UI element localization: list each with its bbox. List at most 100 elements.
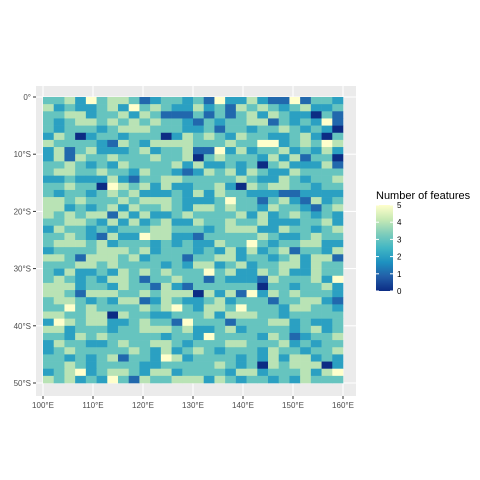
heatmap-cell xyxy=(225,132,237,141)
heatmap-cell xyxy=(64,168,76,176)
heatmap-cell xyxy=(214,225,226,234)
heatmap-cell xyxy=(289,218,301,226)
heatmap-cell xyxy=(246,218,258,226)
heatmap-cell xyxy=(171,240,183,248)
heatmap-cell xyxy=(300,104,312,112)
heatmap-cell xyxy=(310,368,322,377)
heatmap-cell xyxy=(193,225,205,234)
heatmap-cell xyxy=(160,154,172,162)
y-tick-label: 30°S xyxy=(14,265,31,274)
heatmap-cell xyxy=(214,139,226,148)
heatmap-cell xyxy=(268,218,280,226)
heatmap-cell xyxy=(53,261,65,269)
heatmap-cell xyxy=(182,154,194,162)
heatmap-cell xyxy=(85,254,97,262)
heatmap-cell xyxy=(75,254,87,262)
heatmap-cell xyxy=(268,197,280,205)
heatmap-cell xyxy=(64,154,76,162)
heatmap-cell xyxy=(139,211,151,219)
heatmap-cell xyxy=(225,261,237,269)
heatmap-cell xyxy=(85,240,97,248)
heatmap-cell xyxy=(235,154,247,162)
heatmap-cell xyxy=(332,147,344,155)
heatmap-cell xyxy=(310,354,322,362)
heatmap-cell xyxy=(332,125,344,134)
heatmap-cell xyxy=(225,318,237,327)
heatmap-cell xyxy=(193,268,205,277)
heatmap-cell xyxy=(182,375,194,384)
heatmap-cell xyxy=(193,125,205,134)
heatmap-cell xyxy=(118,240,130,248)
heatmap-cell xyxy=(203,325,215,334)
heatmap-cell xyxy=(64,268,76,277)
legend-tick-label: 0 xyxy=(397,287,402,296)
heatmap-cell xyxy=(278,132,290,141)
heatmap-cell xyxy=(64,240,76,248)
heatmap-cell xyxy=(182,368,194,377)
heatmap-cell xyxy=(182,297,194,305)
heatmap-cell xyxy=(310,340,322,348)
heatmap-cell xyxy=(150,268,162,277)
heatmap-cell xyxy=(53,118,65,126)
heatmap-cell xyxy=(193,254,205,262)
heatmap-cell xyxy=(85,261,97,269)
heatmap-cell xyxy=(332,111,344,119)
heatmap-cell xyxy=(64,111,76,119)
heatmap-cell xyxy=(64,354,76,362)
heatmap-cell xyxy=(150,118,162,126)
heatmap-cell xyxy=(53,247,65,255)
heatmap-cell xyxy=(300,189,312,198)
heatmap-cell xyxy=(214,211,226,219)
heatmap-cell xyxy=(214,375,226,384)
heatmap-cell xyxy=(128,254,140,262)
heatmap-cell xyxy=(268,189,280,198)
heatmap-cell xyxy=(203,132,215,141)
heatmap-cell xyxy=(128,161,140,169)
heatmap-cell xyxy=(300,282,312,291)
heatmap-cell xyxy=(43,147,55,155)
heatmap-cell xyxy=(203,361,215,369)
heatmap-cell xyxy=(246,311,258,319)
heatmap-cell xyxy=(85,132,97,141)
heatmap-cell xyxy=(85,268,97,277)
heatmap-cell xyxy=(118,211,130,219)
heatmap-cell xyxy=(321,297,333,305)
heatmap-cell xyxy=(332,290,344,298)
heatmap-cell xyxy=(107,175,119,184)
heatmap-cell xyxy=(268,361,280,369)
heatmap-cell xyxy=(85,154,97,162)
heatmap-cell xyxy=(278,197,290,205)
heatmap-cell xyxy=(246,161,258,169)
heatmap-cell xyxy=(257,161,269,169)
heatmap-cell xyxy=(203,147,215,155)
heatmap-cell xyxy=(214,318,226,327)
heatmap-cell xyxy=(171,232,183,241)
heatmap-cell xyxy=(268,211,280,219)
heatmap-cell xyxy=(43,268,55,277)
heatmap-cell xyxy=(321,111,333,119)
heatmap-cell xyxy=(160,247,172,255)
heatmap-cell xyxy=(96,297,108,305)
heatmap-cell xyxy=(139,318,151,327)
heatmap-cell xyxy=(257,204,269,212)
heatmap-cell xyxy=(300,182,312,191)
heatmap-cell xyxy=(289,168,301,176)
heatmap-cell xyxy=(43,218,55,226)
heatmap-cell xyxy=(96,311,108,319)
heatmap-cell xyxy=(193,261,205,269)
heatmap-cell xyxy=(171,204,183,212)
heatmap-cell xyxy=(182,290,194,298)
heatmap-cell xyxy=(300,197,312,205)
heatmap-cell xyxy=(128,318,140,327)
heatmap-cell xyxy=(268,132,280,141)
heatmap-cell xyxy=(235,197,247,205)
heatmap-cell xyxy=(85,232,97,241)
heatmap-cell xyxy=(300,325,312,334)
heatmap-cell xyxy=(139,311,151,319)
heatmap-cell xyxy=(289,340,301,348)
heatmap-cell xyxy=(128,139,140,148)
heatmap-cell xyxy=(118,368,130,377)
heatmap-cell xyxy=(300,297,312,305)
heatmap-cell xyxy=(310,168,322,176)
heatmap-cell xyxy=(139,232,151,241)
